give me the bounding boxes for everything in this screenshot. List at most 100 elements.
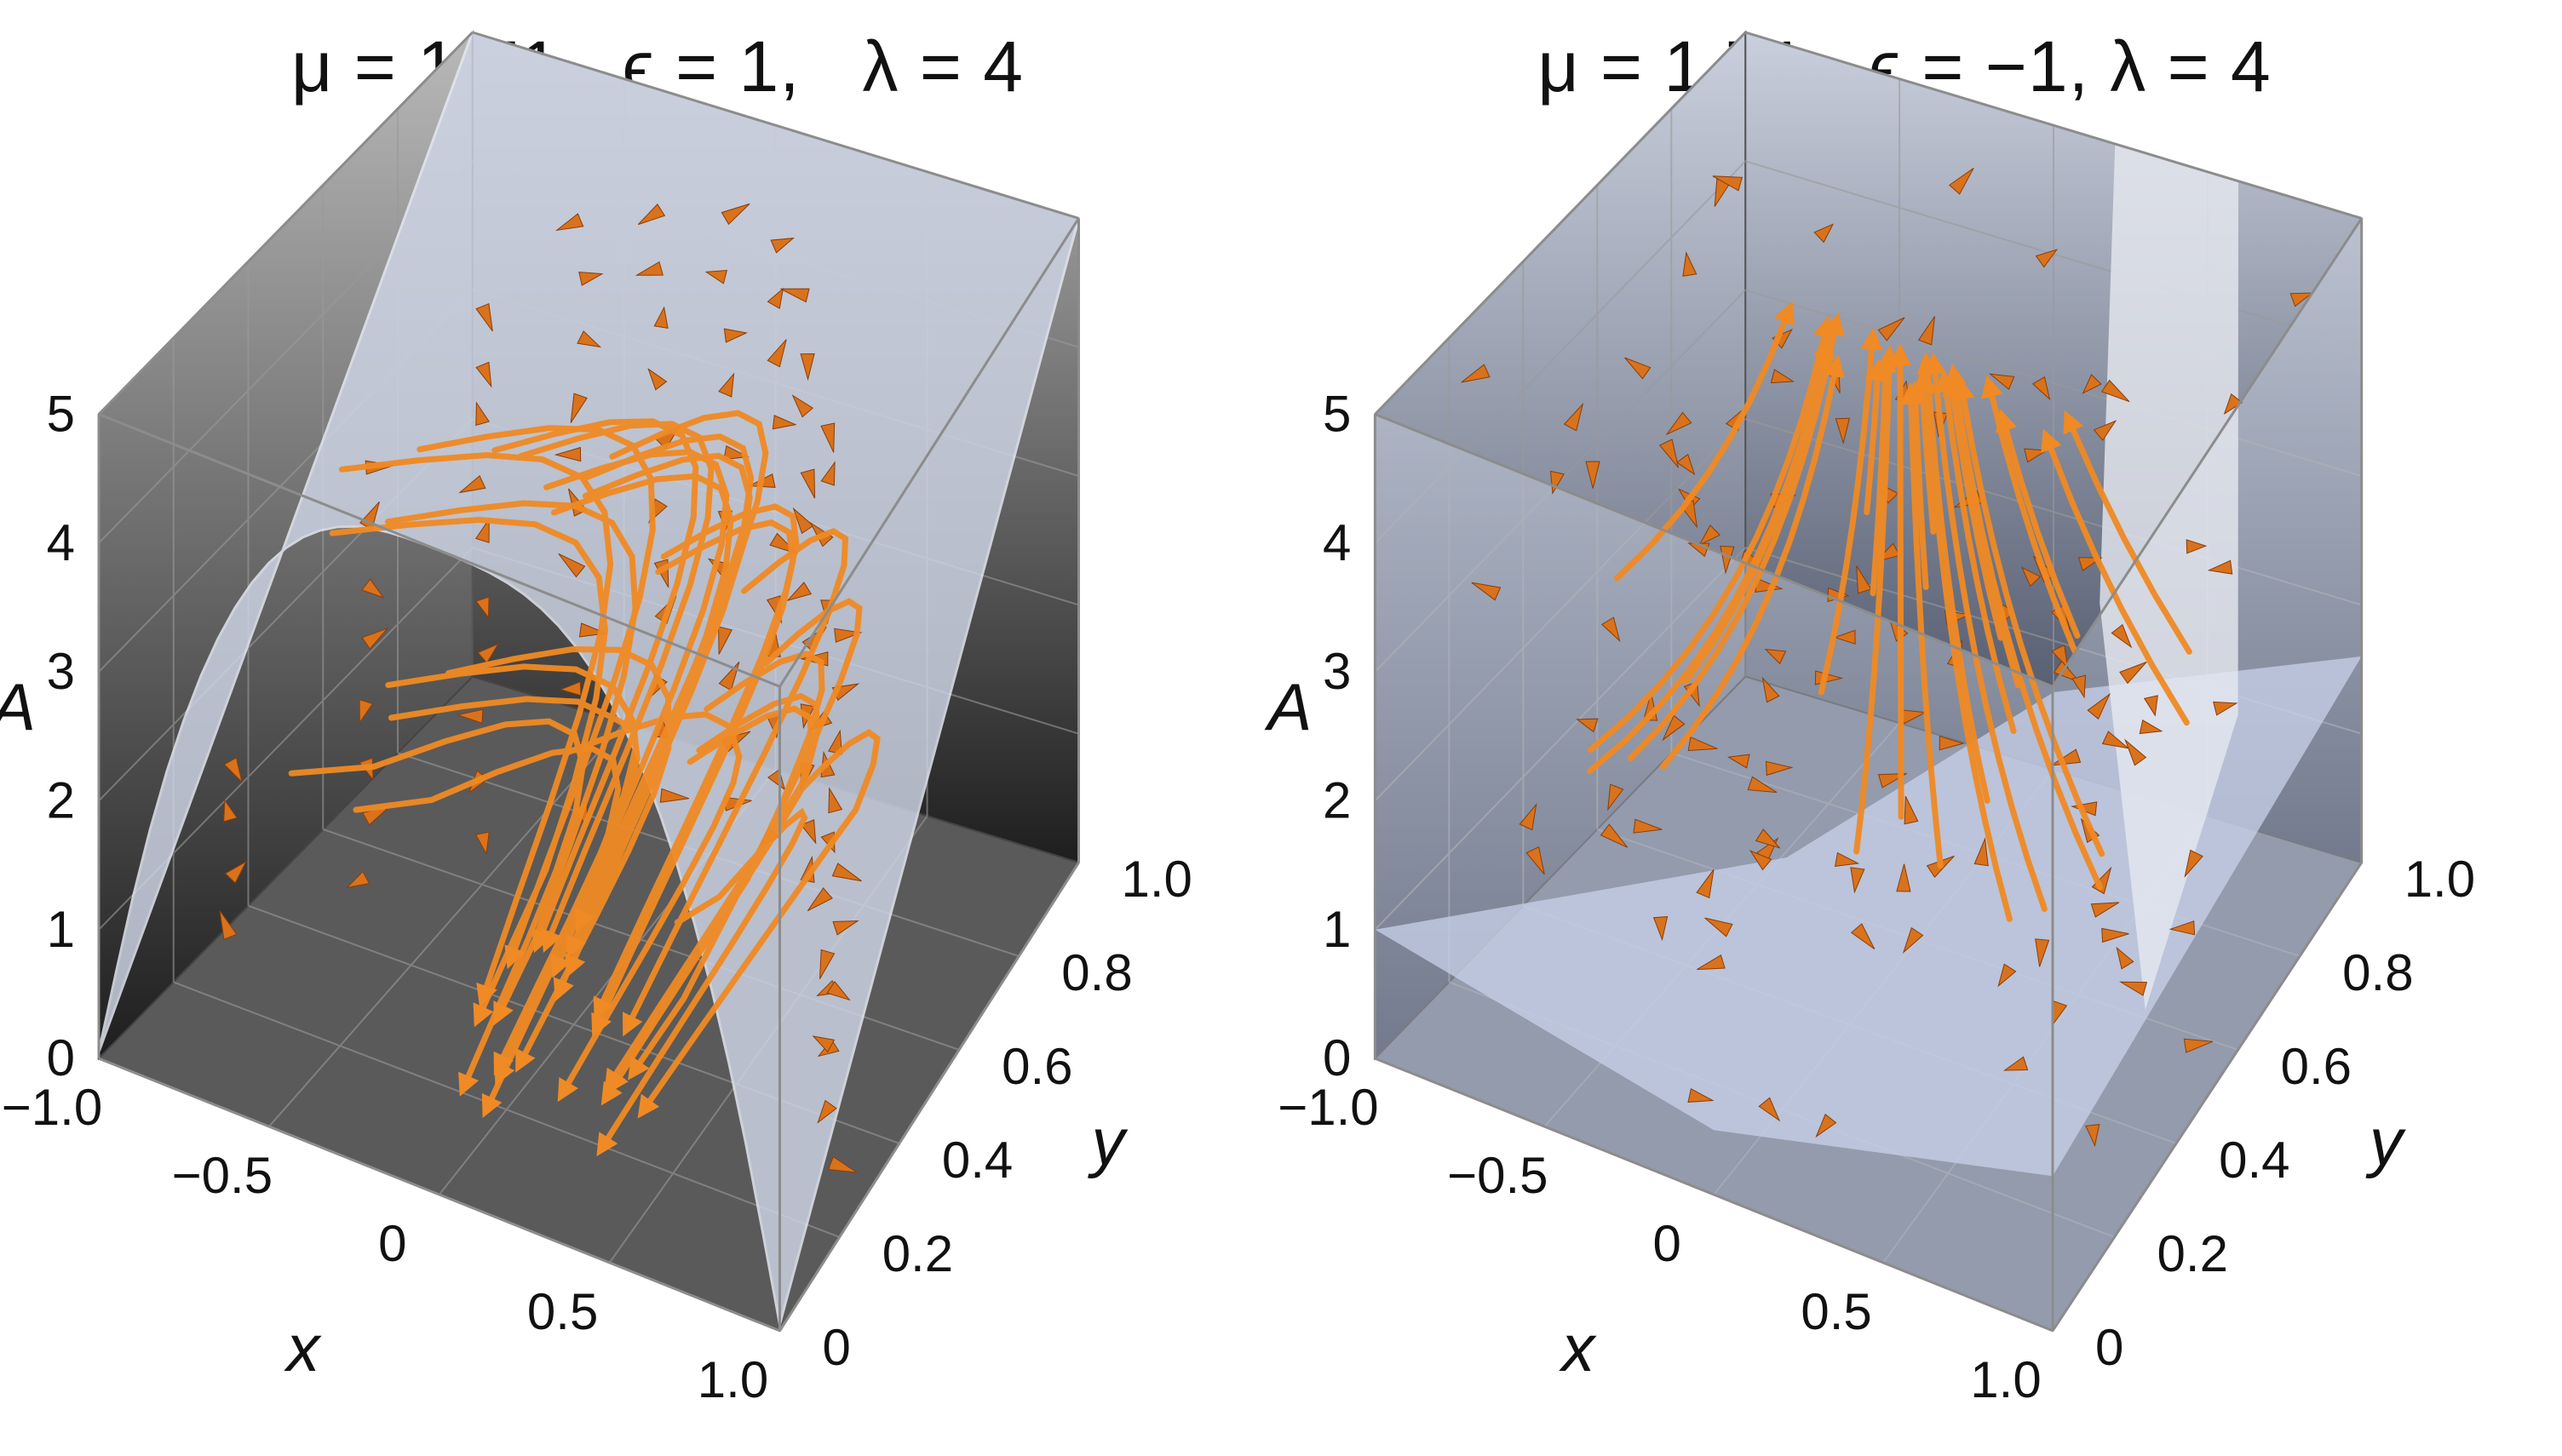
vector-arrow — [474, 831, 490, 856]
vector-arrow — [359, 699, 374, 724]
streamline — [518, 421, 715, 936]
vector-arrow — [832, 920, 859, 936]
streamline-arrowhead — [1916, 371, 1939, 395]
x-axis-label: x — [283, 1310, 322, 1385]
streamline — [600, 503, 800, 1004]
vector-arrow — [2090, 902, 2120, 918]
streamline — [1912, 399, 1929, 590]
vector-arrow — [767, 339, 787, 368]
z-tick-label: 5 — [47, 386, 75, 443]
streamline-arrowhead — [550, 953, 572, 978]
streamline-arrowhead — [481, 1092, 503, 1118]
vector-arrow — [1600, 823, 1629, 848]
streamlines — [1587, 318, 2192, 922]
streamline — [1932, 371, 2048, 912]
x-tick-label: 0 — [1653, 1215, 1681, 1272]
vector-arrow — [767, 287, 784, 309]
box-edge — [778, 862, 1080, 1332]
streamline — [2048, 446, 2190, 726]
streamline-arrowhead — [565, 953, 586, 978]
vector-arrow — [1698, 525, 1720, 547]
vector-arrow — [1989, 373, 2015, 391]
vector-arrow — [1687, 1087, 1715, 1103]
streamline-arrowhead — [1860, 327, 1883, 351]
y-axis-label: y — [1088, 1104, 1129, 1179]
z-tick-label: 2 — [47, 771, 75, 828]
ticks: −1.0 −0.5 0 0.5 1.0 0 0.2 0.4 0.6 0.8 1.0 0 1 2 3 4 5 — [1278, 386, 2475, 1408]
streamline — [613, 692, 821, 1077]
vector-arrow — [1624, 357, 1652, 380]
box-edge — [2051, 217, 2363, 688]
vector-arrow — [653, 306, 669, 330]
plot-group: −1.0 −0.5 0 0.5 1.0 0 0.2 0.4 0.6 0.8 1.0 0 1 2 3 4 5 x y A — [0, 30, 1192, 1408]
streamline-arrowhead — [623, 1012, 643, 1037]
streamline-arrowhead — [493, 1000, 514, 1026]
vector-arrow — [578, 271, 604, 286]
streamline — [572, 452, 753, 961]
vector-arrow — [721, 203, 750, 226]
vector-arrow — [1652, 916, 1669, 942]
vector-arrow — [361, 627, 389, 650]
vector-arrow — [1877, 317, 1905, 341]
vector-arrow — [1549, 470, 1565, 495]
y-tick-label: 0.4 — [2219, 1132, 2289, 1189]
plot-left: −1.0 −0.5 0 0.5 1.0 0 0.2 0.4 0.6 0.8 1.0 0 1 2 3 4 5 x y A — [0, 30, 1192, 1408]
streamline — [1897, 362, 1904, 820]
streamline — [616, 651, 825, 1079]
streamline-arrowhead — [566, 933, 587, 959]
vector-arrow — [1658, 439, 1679, 468]
chart-panel-left: μ = 1.71, ϵ = 1, λ = 4 −1.0 −0.5 0 0.5 1.0 0 0… — [0, 26, 1192, 1408]
streamline-arrowhead — [1823, 354, 1845, 379]
streamline — [1864, 377, 1881, 516]
vector-arrow — [456, 708, 484, 724]
vector-arrow — [1770, 369, 1795, 384]
vector-arrow — [780, 288, 810, 303]
vector-arrow — [2024, 448, 2048, 463]
streamlines — [288, 410, 881, 1141]
vector-arrow — [2071, 674, 2087, 699]
vector-arrow — [812, 1035, 836, 1053]
vector-arrow — [2183, 1038, 2214, 1053]
streamline — [1924, 370, 1990, 804]
x-tick-label: −0.5 — [172, 1147, 273, 1204]
vector-arrow — [723, 328, 748, 343]
z-axis-label: A — [0, 669, 36, 744]
vector-arrow — [2207, 559, 2233, 575]
streamline — [1943, 388, 2017, 734]
box-edge — [1744, 31, 2363, 220]
vector-arrow — [1856, 565, 1872, 594]
vector-arrow — [1833, 629, 1856, 645]
plot-right: −1.0 −0.5 0 0.5 1.0 0 0.2 0.4 0.6 0.8 1.0 0 1 2 3 4 5 x y A — [1264, 30, 2475, 1408]
vector-arrow — [704, 269, 728, 284]
x-tick-label: −1.0 — [2, 1079, 102, 1136]
streamline-arrowhead — [1952, 377, 1975, 401]
y-tick-label: 0.4 — [942, 1132, 1013, 1189]
chart-title-left: μ = 1.71, ϵ = 1, λ = 4 — [291, 26, 1024, 106]
z-tick-label: 1 — [1323, 901, 1351, 958]
vector-arrow — [1917, 316, 1935, 346]
vector-arrow — [558, 553, 586, 578]
streamline — [416, 425, 656, 952]
vector-arrow — [2116, 946, 2134, 970]
y-tick-label: 1.0 — [1122, 851, 1192, 908]
vector-arrow — [1471, 582, 1502, 601]
z-tick-label: 0 — [47, 1029, 75, 1086]
vector-arrow — [1461, 364, 1491, 383]
vector-arrow — [828, 1155, 858, 1173]
box-edge — [97, 31, 474, 416]
vector-arrow — [1997, 963, 2017, 988]
vector-arrow — [2035, 938, 2050, 967]
box-edge — [472, 31, 1079, 220]
vector-arrow — [791, 394, 814, 418]
vector-arrow — [223, 757, 243, 783]
x-tick-label: 0.5 — [1801, 1283, 1871, 1340]
vector-arrow — [820, 461, 836, 486]
vector-arrow — [1835, 417, 1851, 444]
z-tick-label: 2 — [1323, 771, 1351, 828]
streamline — [1853, 364, 1893, 855]
streamline — [338, 451, 614, 989]
vector-arrow — [1519, 803, 1537, 831]
streamline-arrowhead — [473, 1002, 494, 1028]
z-tick-label: 1 — [47, 901, 75, 958]
streamline — [1587, 333, 1828, 754]
